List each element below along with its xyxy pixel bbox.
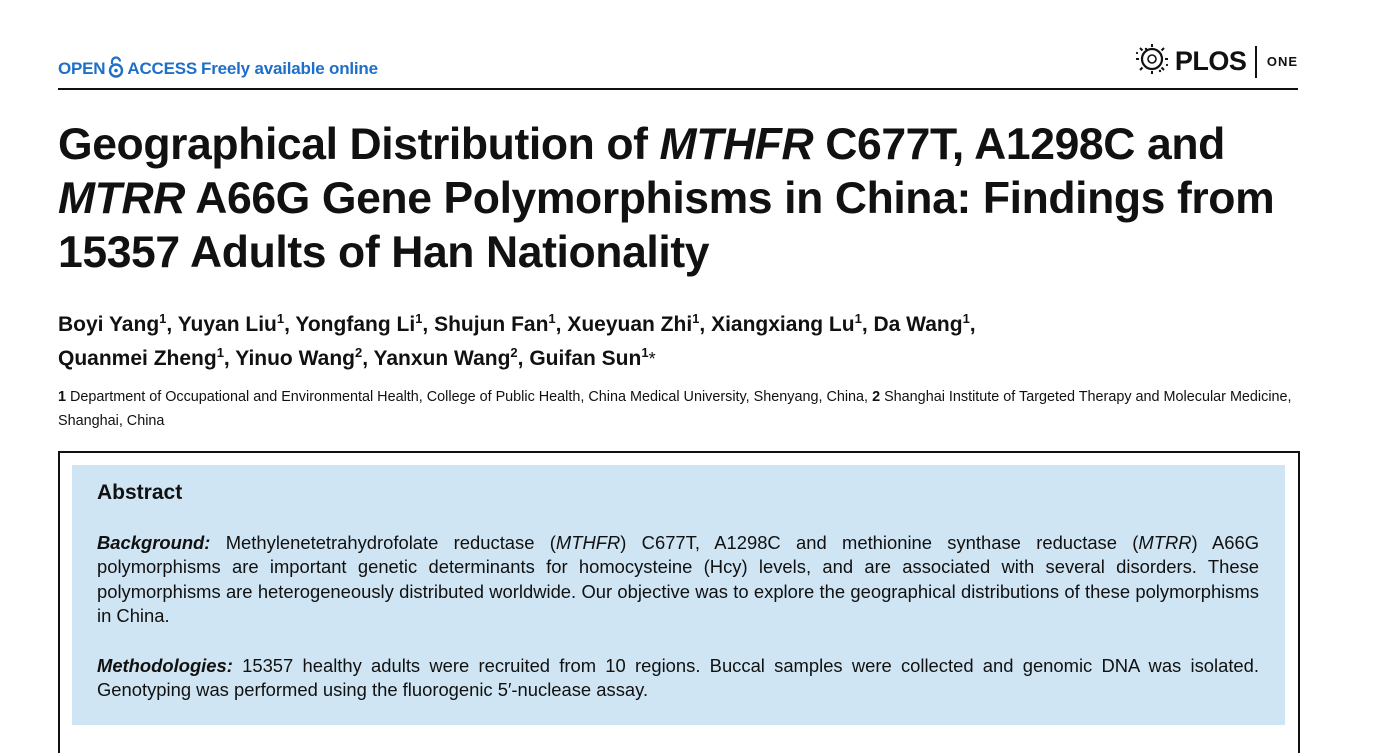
background-gene-mthfr: MTHFR — [555, 532, 621, 553]
author-affiliation-mark: 1 — [548, 311, 556, 326]
author[interactable]: Yanxun Wang2 — [373, 345, 518, 370]
abstract-background-paragraph: Background: Methylenetetrahydrofolate re… — [97, 531, 1259, 629]
author-affiliation-mark: 1 — [854, 311, 862, 326]
author-affiliation-mark: 1 — [641, 345, 649, 360]
corresponding-author-mark[interactable]: * — [648, 349, 656, 369]
author-separator: , — [223, 347, 236, 370]
affiliation-text: Shanghai Institute of Targeted Therapy a… — [58, 389, 1292, 429]
author-name: Yinuo Wang — [235, 347, 355, 370]
plos-one-logo[interactable]: PLOS ONE — [1133, 42, 1298, 78]
title-part-1: Geographical Distribution of — [58, 120, 660, 169]
author[interactable]: Xiangxiang Lu1 — [711, 311, 862, 336]
open-access-banner[interactable]: OPEN ACCESS Freely available online — [58, 56, 378, 83]
author-name: Xiangxiang Lu — [711, 313, 855, 336]
author-name: Quanmei Zheng — [58, 347, 217, 370]
author-affiliation-mark: 1 — [216, 345, 224, 360]
author-separator: , — [969, 313, 976, 336]
background-text: Methylenetetrahydrofolate reductase ( — [210, 532, 556, 553]
background-text: ) C677T, A1298C and methionine synthase … — [620, 532, 1139, 553]
abstract-methodologies-paragraph: Methodologies: 15357 healthy adults were… — [97, 654, 1259, 703]
author[interactable]: Yinuo Wang2 — [235, 345, 363, 370]
author-name: Shujun Fan — [434, 313, 549, 336]
access-label: ACCESS — [127, 59, 198, 78]
author-name: Guifan Sun — [529, 347, 642, 370]
author-separator: , — [555, 313, 568, 336]
author-list: Boyi Yang1, Yuyan Liu1, Yongfang Li1, Sh… — [58, 308, 1303, 376]
author[interactable]: Guifan Sun1 — [529, 345, 649, 370]
article-title: Geographical Distribution of MTHFR C677T… — [58, 118, 1303, 280]
background-gene-mtrr: MTRR — [1138, 532, 1192, 553]
freely-available-label: Freely available online — [201, 59, 378, 78]
author-separator: , — [861, 313, 874, 336]
author-separator: , — [422, 313, 435, 336]
plos-mark-icon — [1133, 42, 1171, 81]
author-separator: , — [517, 347, 530, 370]
affiliation-text: Department of Occupational and Environme… — [66, 389, 873, 405]
affiliations: 1 Department of Occupational and Environ… — [58, 385, 1303, 433]
author-affiliation-mark: 1 — [692, 311, 700, 326]
article-page: OPEN ACCESS Freely available online PLOS ON… — [58, 42, 1303, 753]
author[interactable]: Xueyuan Zhi1 — [567, 311, 700, 336]
author-name: Xueyuan Zhi — [567, 313, 693, 336]
affiliation-number: 1 — [58, 389, 67, 405]
author-affiliation-mark: 1 — [159, 311, 167, 326]
author[interactable]: Quanmei Zheng1 — [58, 345, 224, 370]
methodologies-label: Methodologies: — [97, 655, 233, 676]
author-affiliation-mark: 2 — [510, 345, 518, 360]
author-affiliation-mark: 1 — [415, 311, 423, 326]
one-wordmark: ONE — [1266, 54, 1298, 69]
author[interactable]: Boyi Yang1 — [58, 311, 167, 336]
author[interactable]: Shujun Fan1 — [434, 311, 556, 336]
abstract-heading: Abstract — [97, 481, 183, 504]
author-name: Boyi Yang — [58, 313, 160, 336]
title-gene-mtrr: MTRR — [58, 174, 185, 223]
author-separator: , — [166, 313, 178, 336]
author-name: Yongfang Li — [295, 313, 416, 336]
author-name: Yanxun Wang — [373, 347, 511, 370]
author-name: Da Wang — [873, 313, 963, 336]
author[interactable]: Da Wang1 — [873, 311, 970, 336]
abstract-box — [72, 465, 1285, 725]
header-rule — [58, 88, 1298, 90]
author-separator: , — [362, 347, 374, 370]
affiliation-number: 2 — [872, 389, 881, 405]
author-name: Yuyan Liu — [177, 313, 277, 336]
author-affiliation-mark: 2 — [354, 345, 363, 360]
author[interactable]: Yongfang Li1 — [295, 311, 423, 336]
author-affiliation-mark: 1 — [962, 311, 970, 326]
title-part-3: A66G Gene Polymorphisms in China: Findin… — [58, 174, 1275, 277]
open-access-lock-icon — [108, 56, 124, 83]
author-affiliation-mark: 1 — [276, 311, 285, 326]
open-label: OPEN — [58, 59, 106, 78]
author-separator: , — [699, 313, 712, 336]
methodologies-text: 15357 healthy adults were recruited from… — [97, 655, 1259, 701]
logo-divider — [1255, 45, 1257, 78]
author[interactable]: Yuyan Liu1 — [177, 311, 285, 336]
background-label: Background: — [97, 532, 211, 553]
plos-wordmark: PLOS — [1174, 46, 1247, 76]
title-gene-mthfr: MTHFR — [659, 120, 814, 169]
title-part-2: C677T, A1298C and — [813, 120, 1225, 169]
author-separator: , — [284, 313, 296, 336]
journal-header: OPEN ACCESS Freely available online PLOS ON… — [58, 42, 1298, 88]
background-text: ) A66G polymorphisms are important genet… — [97, 532, 1259, 627]
